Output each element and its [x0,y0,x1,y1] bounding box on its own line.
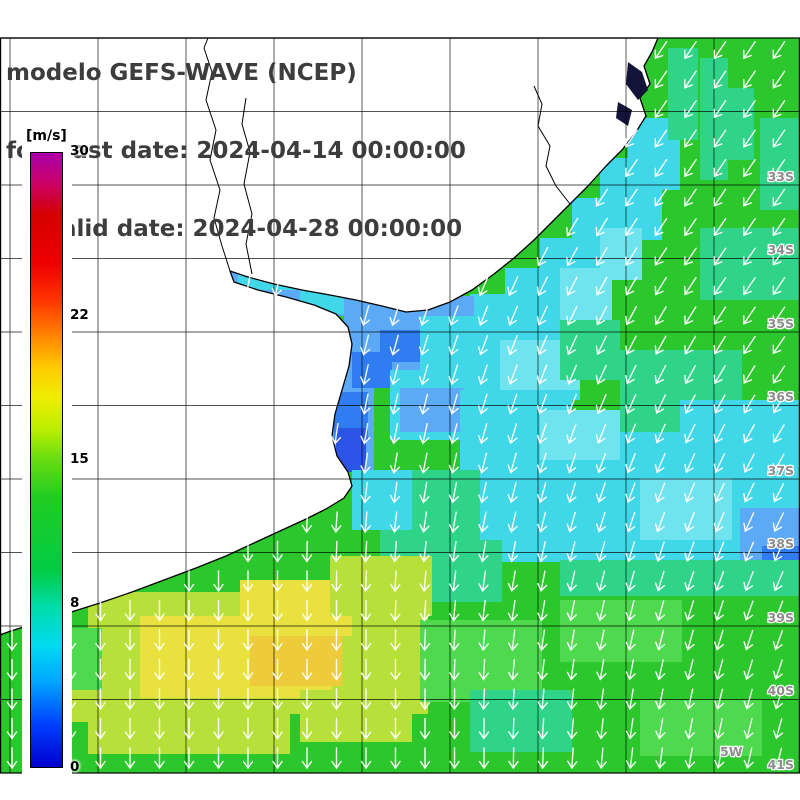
lat-label: 40S [768,683,794,698]
lat-label: 36S [768,389,794,404]
lagoon [626,62,648,100]
river-border-line [241,97,253,275]
land-coastline [0,37,659,636]
forecast-date: forecast date: 2024-04-14 00:00:00 [6,138,466,164]
lagoon [616,102,632,126]
lat-label: 38S [768,536,794,551]
map-frame [0,37,800,774]
colorbar-tick-30: 30 [70,143,89,159]
lat-label: 35S [768,316,794,331]
model-name: modelo GEFS-WAVE (NCEP) [6,60,357,86]
lat-label: 34S [768,242,794,257]
valid-date: valid date: 2024-04-28 00:00:00 [46,216,463,242]
lat-label: 37S [768,463,794,478]
lat-label: 41S [768,757,794,772]
lat-label: 33S [768,169,794,184]
colorbar-gradient [30,152,63,768]
colorbar-unit-label: [m/s] [26,128,67,144]
colorbar-tick-0: 0 [70,759,80,775]
river-border-line [533,85,571,205]
lat-label: 39S [768,610,794,625]
coordinate-labels: 33S 34S 35S 36S 37S 38S 39S 40S 41S 5W [719,168,796,774]
river-border-line [203,37,231,272]
lon-label: 5W [720,744,743,759]
figure-title: modelo GEFS-WAVE (NCEP) forecast date: 2… [6,8,466,294]
colorbar-tick-22: 22 [70,307,89,324]
colorbar-tick-15: 15 [70,451,89,467]
colorbar-tick-8: 8 [70,594,80,611]
